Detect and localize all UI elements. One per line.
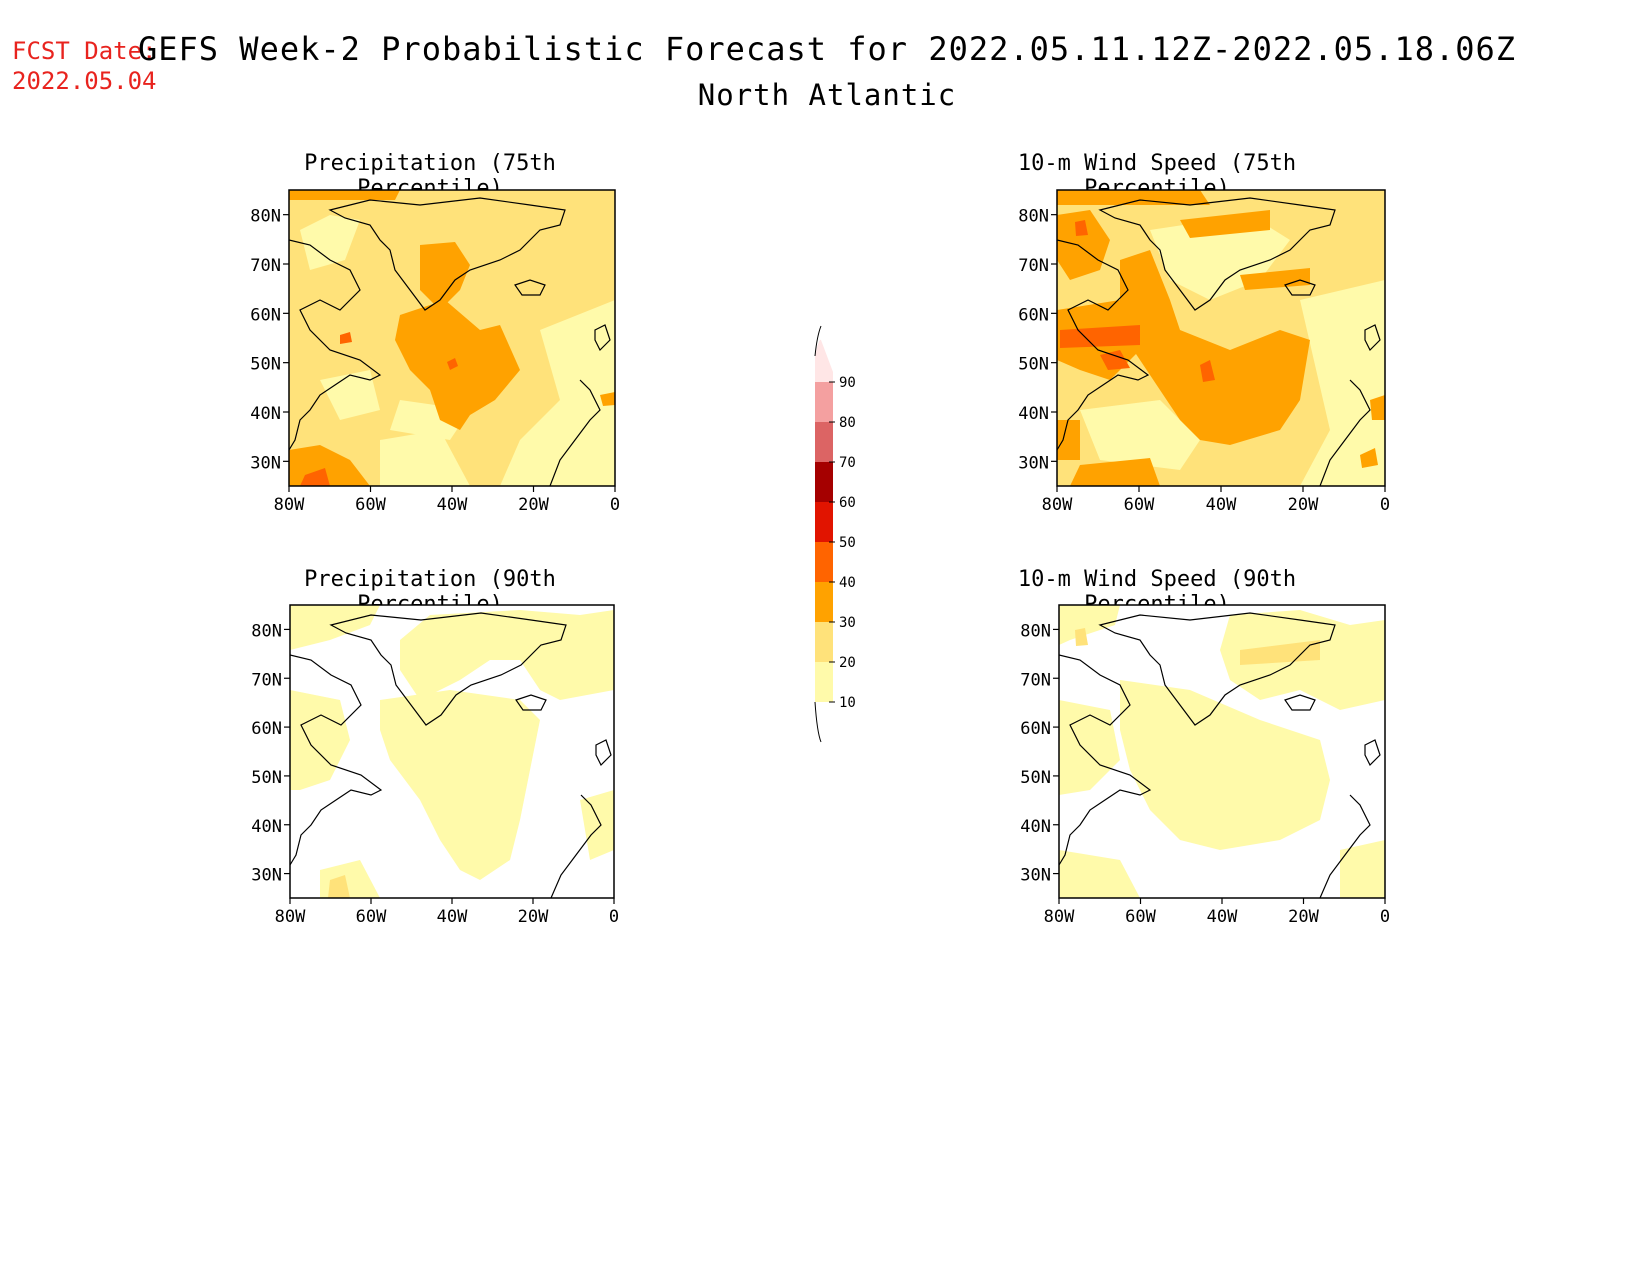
lat-label: 80N [1020, 621, 1051, 641]
lon-label: 0 [609, 907, 619, 927]
map-precip-75 [289, 190, 615, 486]
colorbar-swatch [815, 422, 833, 462]
map-wind-75 [1057, 190, 1385, 486]
colorbar-label: 70 [839, 455, 856, 471]
lat-label: 30N [251, 866, 282, 886]
lat-label: 50N [1018, 355, 1049, 375]
lat-label: 40N [1018, 404, 1049, 424]
colorbar-label: 80 [839, 415, 856, 431]
lon-label: 60W [1124, 495, 1155, 515]
colorbar-swatch [815, 542, 833, 582]
lat-label: 70N [251, 670, 282, 690]
lon-label: 60W [355, 495, 386, 515]
page-title-text: GEFS Week-2 Probabilistic Forecast for 2… [137, 30, 1517, 68]
lon-label: 80W [275, 907, 306, 927]
lat-label: 40N [1020, 817, 1051, 837]
lon-label: 40W [1206, 495, 1237, 515]
colorbar-label: 30 [839, 615, 856, 631]
lat-label: 30N [1020, 866, 1051, 886]
colorbar-label: 90 [839, 375, 856, 391]
lat-label: 70N [250, 256, 281, 276]
colorbar-top-tip [814, 325, 822, 357]
lon-label: 80W [1042, 495, 1073, 515]
colorbar-label: 50 [839, 535, 856, 551]
colorbar-swatch [815, 339, 833, 382]
colorbar-swatch [815, 662, 833, 702]
shading-10-20 [500, 300, 615, 486]
lon-label: 0 [1380, 495, 1390, 515]
lon-label: 20W [1288, 907, 1319, 927]
forecast-date-value: 2022.05.04 [12, 67, 157, 95]
lat-label: 50N [1020, 768, 1051, 788]
lon-label: 0 [1380, 907, 1390, 927]
colorbar-label: 40 [839, 575, 856, 591]
lon-label: 20W [518, 495, 549, 515]
lat-label: 60N [1018, 305, 1049, 325]
lon-label: 40W [437, 495, 468, 515]
lon-label: 0 [610, 495, 620, 515]
colorbar: 10 20 30 40 50 60 70 80 90 [814, 325, 856, 743]
panel-title-precip-75: Precipitation (75th Percentile) [304, 151, 556, 201]
colorbar-bottom-tip [814, 701, 822, 743]
coastlines [289, 197, 1381, 898]
map-precip-90 [290, 605, 614, 898]
lat-label: 80N [1018, 207, 1049, 227]
lon-label: 60W [1125, 907, 1156, 927]
lat-label: 80N [250, 207, 281, 227]
shading-30-40 [420, 242, 470, 310]
page-title: GEFS Week-2 Probabilistic Forecast for 2… [0, 30, 1650, 68]
lat-label: 70N [1018, 256, 1049, 276]
lat-label: 40N [251, 817, 282, 837]
lat-label: 40N [250, 404, 281, 424]
colorbar-label: 10 [839, 695, 856, 711]
map-wind-90 [1059, 605, 1385, 898]
colorbar-label: 20 [839, 655, 856, 671]
axes-ticks-labels: 80N 70N 60N 50N 40N 30N 80W 60W 40W 20W 0 80N 70N 60N… [250, 207, 1390, 927]
colorbar-swatch [815, 462, 833, 502]
lon-label: 20W [1288, 495, 1319, 515]
lon-label: 60W [356, 907, 387, 927]
lon-label: 40W [1207, 907, 1238, 927]
lon-label: 80W [1044, 907, 1075, 927]
colorbar-label: 60 [839, 495, 856, 511]
lat-label: 50N [251, 768, 282, 788]
forecast-date-block: FCST Date: 2022.05.04 [12, 36, 157, 96]
lat-label: 60N [251, 719, 282, 739]
lon-label: 80W [274, 495, 305, 515]
page-subtitle-text: North Atlantic [697, 78, 957, 112]
forecast-date-label: FCST Date: [12, 37, 157, 65]
colorbar-swatch [815, 582, 833, 622]
colorbar-swatch [815, 502, 833, 542]
lat-label: 30N [250, 453, 281, 473]
lat-label: 30N [1018, 453, 1049, 473]
lat-label: 50N [250, 355, 281, 375]
colorbar-swatch [815, 622, 833, 662]
lat-label: 70N [1020, 670, 1051, 690]
lat-label: 60N [1020, 719, 1051, 739]
colorbar-swatch [815, 382, 833, 422]
lon-label: 20W [518, 907, 549, 927]
page-subtitle: North Atlantic [0, 78, 1650, 112]
lon-label: 40W [437, 907, 468, 927]
lat-label: 60N [250, 305, 281, 325]
lat-label: 80N [251, 621, 282, 641]
